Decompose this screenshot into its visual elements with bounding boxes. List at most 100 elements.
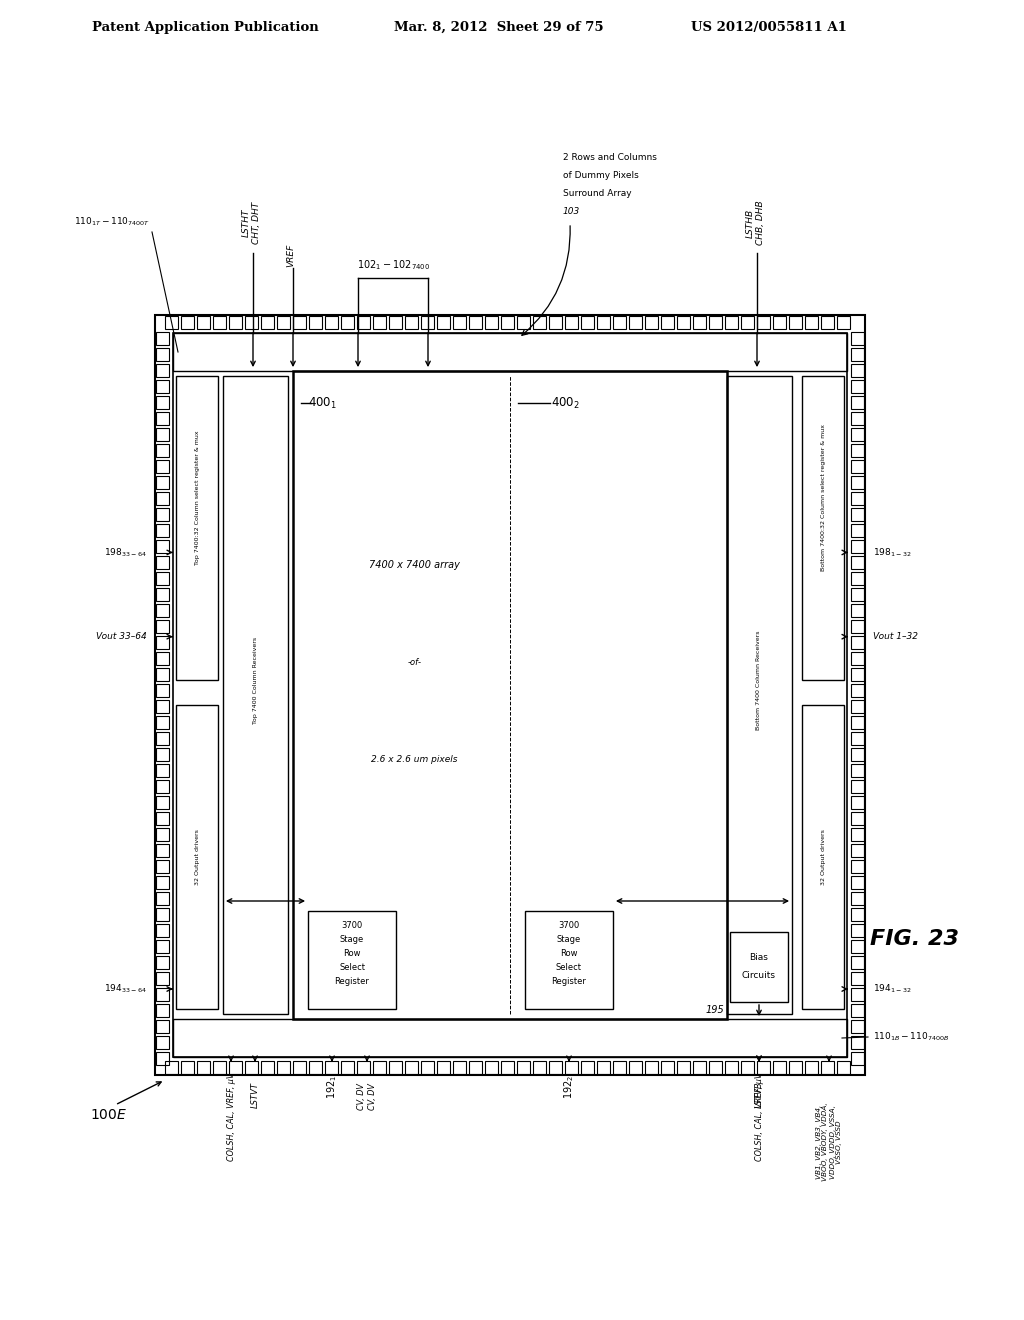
Bar — [181, 315, 194, 329]
Bar — [223, 376, 288, 1014]
Bar — [851, 924, 864, 937]
Text: $192_1$: $192_1$ — [325, 1074, 339, 1100]
Bar — [851, 876, 864, 888]
Bar — [851, 1052, 864, 1065]
Bar — [156, 587, 169, 601]
Bar — [437, 315, 450, 329]
Bar — [165, 315, 178, 329]
Bar — [156, 733, 169, 744]
Bar — [693, 315, 706, 329]
Bar — [851, 715, 864, 729]
Bar — [156, 940, 169, 953]
Bar — [156, 605, 169, 616]
Bar — [278, 315, 290, 329]
Text: LSTVT: LSTVT — [251, 1082, 259, 1107]
Bar — [173, 333, 847, 371]
Bar — [773, 1061, 786, 1074]
Text: US 2012/0055811 A1: US 2012/0055811 A1 — [691, 21, 847, 34]
Bar — [245, 1061, 258, 1074]
Bar — [156, 540, 169, 553]
Bar — [851, 396, 864, 409]
Text: Surround Array: Surround Array — [563, 190, 632, 198]
Bar — [156, 828, 169, 841]
Bar — [613, 1061, 626, 1074]
Bar — [837, 1061, 850, 1074]
Text: 2 Rows and Columns: 2 Rows and Columns — [563, 153, 656, 162]
Bar — [156, 700, 169, 713]
Bar — [156, 652, 169, 665]
Text: LSTVB: LSTVB — [755, 1081, 764, 1109]
Bar — [156, 348, 169, 360]
Bar — [725, 1061, 738, 1074]
Bar — [156, 364, 169, 378]
Bar — [549, 1061, 562, 1074]
Bar — [581, 315, 594, 329]
Bar — [293, 1061, 306, 1074]
Bar — [677, 315, 690, 329]
Bar — [156, 444, 169, 457]
Bar — [156, 636, 169, 649]
Bar — [581, 1061, 594, 1074]
Text: Stage: Stage — [557, 935, 582, 944]
Bar — [821, 1061, 834, 1074]
Text: Bottom 7400:32 Column select register & mux: Bottom 7400:32 Column select register & … — [820, 424, 825, 572]
Bar — [176, 705, 218, 1008]
Bar — [851, 333, 864, 345]
Text: VREF: VREF — [287, 243, 296, 267]
Bar — [197, 1061, 210, 1074]
Bar — [485, 315, 498, 329]
Bar — [406, 1061, 418, 1074]
Bar — [851, 843, 864, 857]
Text: of Dummy Pixels: of Dummy Pixels — [563, 172, 639, 181]
Bar — [469, 315, 482, 329]
Bar — [373, 315, 386, 329]
Bar — [851, 652, 864, 665]
Text: $192_2$: $192_2$ — [562, 1074, 575, 1100]
Bar — [156, 812, 169, 825]
Bar — [851, 492, 864, 506]
Bar — [389, 1061, 402, 1074]
Text: 32 Output drivers: 32 Output drivers — [820, 829, 825, 884]
Text: -of-: -of- — [408, 659, 422, 667]
Text: Mar. 8, 2012  Sheet 29 of 75: Mar. 8, 2012 Sheet 29 of 75 — [394, 21, 604, 34]
Text: $102_1-102_{7400}$: $102_1-102_{7400}$ — [356, 259, 429, 272]
Bar — [525, 911, 613, 1008]
Bar — [851, 620, 864, 634]
Bar — [181, 1061, 194, 1074]
Bar — [156, 333, 169, 345]
Bar — [485, 1061, 498, 1074]
Text: Vout 1–32: Vout 1–32 — [873, 632, 918, 642]
Bar — [851, 780, 864, 793]
Text: CV, DV
CV, DV: CV, DV CV, DV — [357, 1084, 377, 1110]
Bar — [156, 987, 169, 1001]
Bar — [805, 1061, 818, 1074]
Bar — [245, 315, 258, 329]
Text: Bias: Bias — [750, 953, 768, 962]
Bar — [156, 876, 169, 888]
Bar — [357, 1061, 370, 1074]
Bar — [341, 1061, 354, 1074]
Bar — [229, 315, 242, 329]
Text: Register: Register — [335, 977, 370, 986]
Bar — [802, 376, 844, 680]
Bar — [156, 459, 169, 473]
Bar — [851, 587, 864, 601]
Bar — [851, 572, 864, 585]
Bar — [341, 315, 354, 329]
Text: $198_{33-64}$: $198_{33-64}$ — [104, 546, 147, 558]
Bar — [309, 315, 322, 329]
Bar — [851, 892, 864, 906]
Bar — [156, 396, 169, 409]
Bar — [629, 315, 642, 329]
Bar — [373, 1061, 386, 1074]
Bar — [851, 348, 864, 360]
Bar — [421, 1061, 434, 1074]
Bar — [741, 315, 754, 329]
Bar — [453, 315, 466, 329]
Bar — [549, 315, 562, 329]
Bar — [156, 748, 169, 762]
Bar — [156, 843, 169, 857]
Bar — [851, 987, 864, 1001]
Text: $400_2$: $400_2$ — [551, 396, 580, 411]
Bar — [851, 972, 864, 985]
